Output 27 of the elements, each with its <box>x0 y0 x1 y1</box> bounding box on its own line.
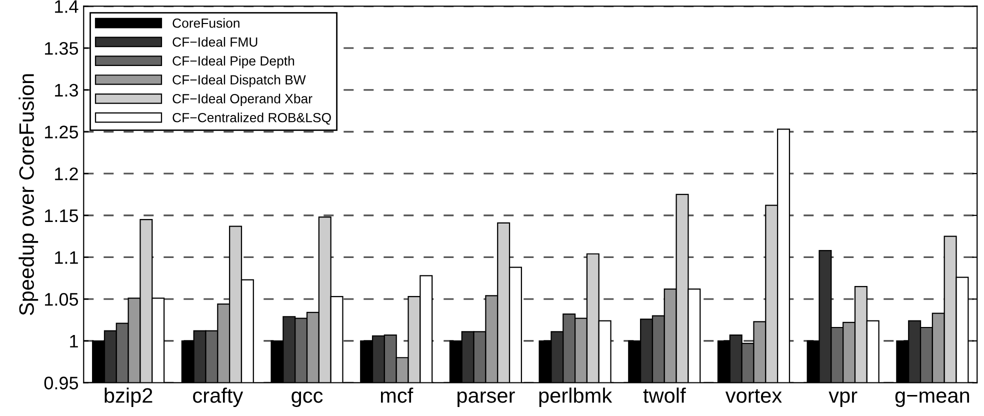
y-tick-label: 1 <box>70 335 78 348</box>
y-tick-label: 1.35 <box>45 42 78 55</box>
x-tick-label: g−mean <box>895 391 970 407</box>
y-tick-label: 1.25 <box>45 126 78 138</box>
legend-label: CoreFusion <box>172 18 240 28</box>
y-axis-title: Speedup over CoreFusion <box>18 74 38 316</box>
x-tick-label: vortex <box>725 389 782 403</box>
legend-label: CF−Ideal Dispatch BW <box>172 74 306 88</box>
legend-label: CF−Centralized ROB&LSQ <box>172 112 331 125</box>
y-tick-label: 1.05 <box>45 292 78 306</box>
y-tick-label: 1.3 <box>55 84 78 97</box>
y-tick-label: 1.2 <box>55 168 78 180</box>
y-tick-label: 1.1 <box>55 251 78 264</box>
x-tick-label: perlbmk <box>539 388 612 407</box>
y-tick-label: 0.95 <box>44 376 78 390</box>
x-tick-label: twolf <box>643 388 686 403</box>
y-tick-label: 1.15 <box>45 210 78 222</box>
x-tick-label: vpr <box>828 391 858 407</box>
x-tick-label: mcf <box>380 388 414 403</box>
x-tick-label: gcc <box>292 391 323 407</box>
x-tick-label: bzip2 <box>104 388 152 407</box>
x-tick-label: crafty <box>193 388 244 407</box>
x-tick-label: parser <box>458 391 515 407</box>
legend-label: CF−Ideal Pipe Depth <box>172 56 294 68</box>
legend-label: CF−Ideal Operand Xbar <box>172 94 312 106</box>
legend-label: CF−Ideal FMU <box>172 37 258 47</box>
y-tick-label: 1.4 <box>55 0 78 13</box>
